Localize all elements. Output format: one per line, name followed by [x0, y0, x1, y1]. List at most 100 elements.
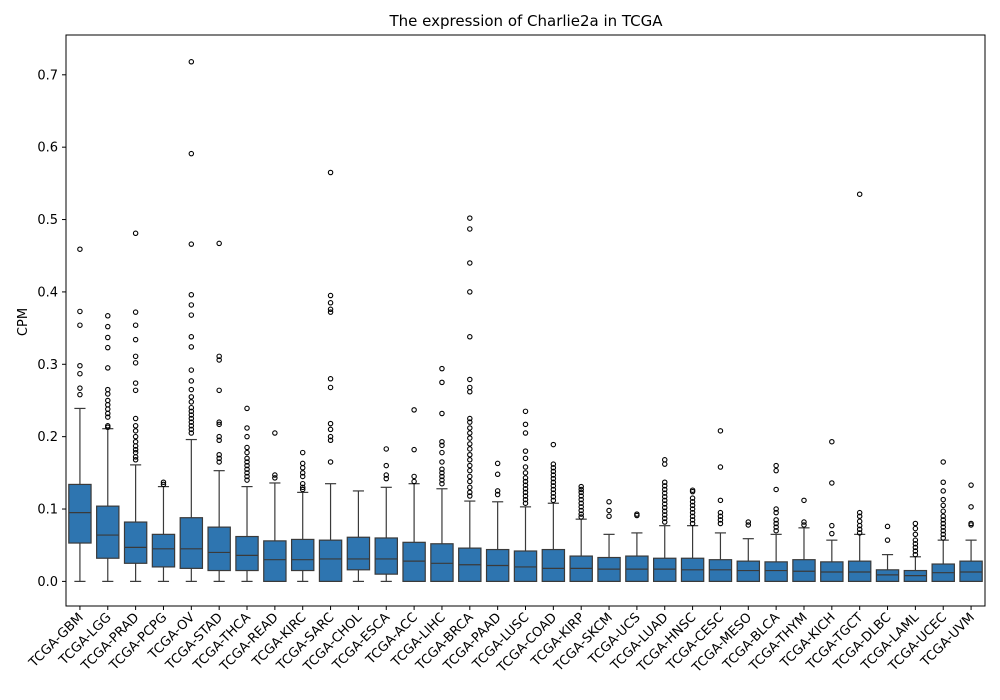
outlier-point [550, 465, 557, 471]
outlier-point [439, 449, 445, 456]
outlier-point [550, 441, 557, 448]
outlier-point [884, 523, 891, 530]
outlier-point [856, 191, 863, 197]
outlier-point [940, 508, 946, 514]
outlier-point [188, 386, 195, 393]
outlier-point [467, 215, 473, 221]
outlier-point [383, 475, 390, 482]
y-tick-label: 0.0 [37, 575, 58, 590]
outlier-point [606, 507, 612, 514]
outlier-point [578, 514, 584, 520]
outlier-point [912, 531, 919, 538]
iqr-box [263, 540, 287, 582]
outlier-point [912, 551, 919, 558]
outlier-point [299, 465, 306, 471]
outlier-point [717, 428, 724, 434]
outlier-point [77, 322, 83, 328]
outlier-point [299, 486, 306, 493]
iqr-box [959, 560, 983, 582]
outlier-point [272, 430, 278, 436]
outlier-point [467, 260, 473, 266]
outlier-point [299, 480, 306, 487]
outlier-point [829, 480, 835, 486]
iqr-box [346, 536, 371, 571]
outlier-point [188, 394, 195, 400]
outlier-point [132, 322, 139, 328]
outlier-point [689, 506, 696, 512]
box-tcga-kirc [290, 449, 315, 582]
outlier-point [494, 471, 501, 478]
outlier-point [244, 470, 250, 476]
outlier-point [467, 435, 473, 441]
outlier-point [856, 518, 863, 525]
outlier-point [105, 406, 111, 412]
outlier-point [522, 475, 529, 481]
outlier-point [968, 522, 974, 528]
outlier-point [550, 475, 557, 482]
outlier-point [606, 499, 612, 505]
outlier-point [188, 404, 195, 411]
outlier-point [467, 451, 473, 458]
outlier-point [661, 490, 668, 496]
outlier-point [578, 500, 584, 506]
outlier-point [550, 472, 557, 478]
outlier-point [439, 459, 445, 465]
outlier-point [160, 479, 167, 485]
outlier-point [299, 449, 306, 456]
outlier-point [188, 241, 195, 247]
outlier-point [467, 441, 473, 447]
iqr-box [402, 541, 426, 582]
outlier-point [578, 489, 584, 496]
outlier-point [132, 423, 139, 429]
outlier-point [327, 376, 334, 382]
iqr-box [875, 569, 900, 582]
box-tcga-gbm [68, 246, 92, 582]
outlier-point [244, 455, 250, 462]
iqr-box [207, 526, 231, 572]
iqr-box [374, 537, 398, 575]
outlier-point [132, 443, 139, 449]
outlier-point [467, 493, 473, 499]
outlier-point [550, 497, 557, 504]
outlier-point [272, 472, 278, 478]
box-tcga-pcpg [151, 479, 176, 582]
outlier-point [689, 488, 696, 495]
outlier-point [940, 479, 946, 485]
outlier-point [522, 493, 529, 499]
outlier-point [132, 380, 139, 386]
box-tcga-lihc [430, 365, 454, 582]
outlier-point [132, 428, 139, 434]
outlier-point [940, 520, 946, 527]
outlier-point [132, 446, 139, 453]
box-tcga-coad [541, 441, 566, 582]
outlier-point [105, 410, 111, 417]
outlier-point [132, 230, 139, 237]
outlier-point [132, 415, 139, 422]
outlier-point [327, 426, 334, 433]
outlier-point [299, 484, 306, 491]
outlier-point [132, 353, 139, 360]
outlier-point [522, 496, 529, 503]
outlier-point [689, 520, 696, 527]
outlier-point [689, 495, 696, 501]
outlier-point [912, 520, 919, 527]
outlier-point [411, 446, 417, 453]
outlier-point [188, 430, 195, 436]
outlier-point [105, 323, 111, 330]
outlier-point [522, 500, 529, 506]
outlier-point [467, 473, 473, 480]
outlier-point [105, 397, 111, 404]
outlier-point [244, 444, 250, 451]
outlier-point [856, 513, 863, 520]
outlier-point [912, 541, 919, 547]
iqr-box [541, 548, 566, 582]
y-axis: 0.0 0.1 0.2 0.3 0.4 0.5 0.6 0.7 [37, 68, 66, 590]
outlier-point [188, 419, 195, 425]
iqr-box [290, 538, 315, 572]
outlier-point [467, 425, 473, 431]
chart-title: The expression of Charlie2a in TCGA [388, 12, 663, 30]
outlier-point [467, 289, 473, 295]
outlier-point [188, 312, 195, 318]
outlier-point [717, 464, 724, 470]
outlier-point [327, 292, 334, 299]
